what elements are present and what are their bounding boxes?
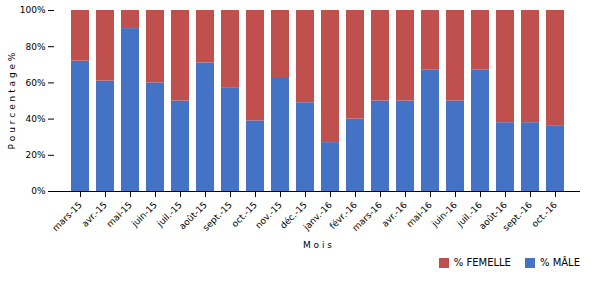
svg-text:juin-15: juin-15 (129, 200, 159, 230)
svg-text:sept.-15: sept.-15 (201, 200, 234, 233)
html-text:% MÂLE: % MÂLE (540, 257, 580, 268)
svg-text:mai-16: mai-16 (405, 200, 435, 230)
svg-text:juil.-15: juil.-15 (155, 199, 184, 229)
svg-text:M o i s: M o i s (303, 240, 332, 250)
html-text:% FEMELLE: % FEMELLE (453, 257, 511, 268)
svg-text:août-16: août-16 (477, 199, 509, 232)
svg-text:P o u r c e n t a g e %: P o u r c e n t a g e % (7, 52, 17, 149)
svg-text:80%: 80% (25, 42, 45, 52)
svg-text:0%: 0% (31, 186, 46, 196)
svg-text:mars-16: mars-16 (350, 200, 384, 234)
svg-text:oct.-15: oct.-15 (229, 199, 259, 230)
svg-text:nov.-15: nov.-15 (253, 199, 284, 231)
svg-text:sept.-16: sept.-16 (501, 200, 534, 233)
svg-text:avr.-16: avr.-16 (380, 200, 409, 229)
svg-text:oct.-16: oct.-16 (530, 200, 560, 230)
svg-text:20%: 20% (25, 150, 45, 160)
svg-text:mars-15: mars-15 (50, 200, 83, 233)
svg-text:juil.-16: juil.-16 (455, 199, 484, 229)
svg-text:60%: 60% (25, 78, 45, 88)
svg-text:déc.-15: déc.-15 (278, 199, 309, 231)
svg-text:100%: 100% (20, 5, 46, 15)
svg-text:févr.-16: févr.-16 (327, 199, 359, 232)
svg-text:40%: 40% (25, 114, 45, 124)
svg-text:avr.-15: avr.-15 (80, 200, 109, 229)
svg-text:mai-15: mai-15 (105, 200, 134, 229)
svg-text:juin-16: juin-16 (429, 200, 459, 230)
svg-text:août-15: août-15 (177, 199, 209, 232)
svg-text:janv.-16: janv.-16 (301, 200, 334, 233)
